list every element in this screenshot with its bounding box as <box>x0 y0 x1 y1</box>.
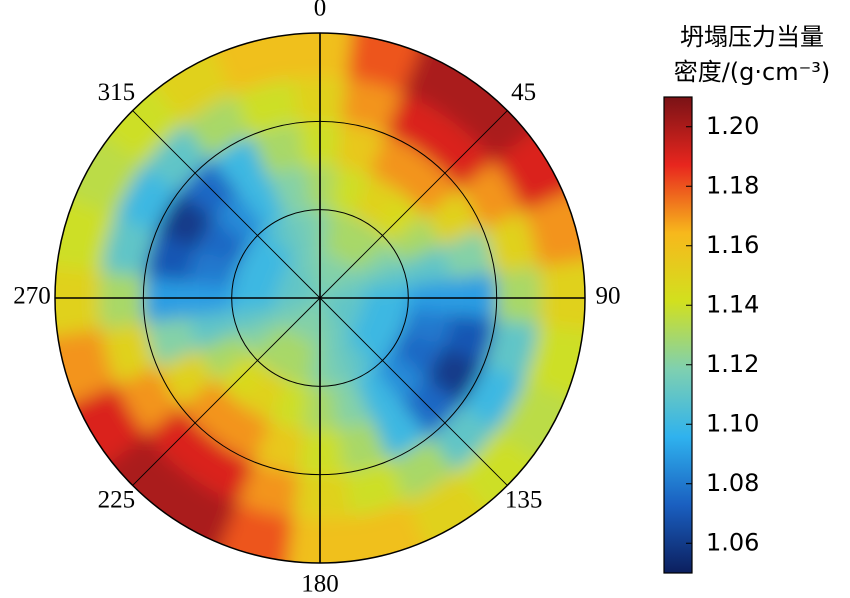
heatmap <box>55 33 585 563</box>
heat-cells <box>55 33 585 563</box>
heat-cell <box>206 33 294 95</box>
heat-cell <box>238 314 286 353</box>
heat-cell <box>360 263 408 293</box>
heat-cell <box>188 246 239 288</box>
heat-cell <box>459 161 525 233</box>
heat-cell <box>268 379 310 430</box>
colorbar-tick-label: 1.10 <box>706 409 759 437</box>
colorbar-tick-label: 1.20 <box>706 112 759 140</box>
heat-cell <box>360 303 408 333</box>
heat-cell <box>330 379 372 430</box>
heat-cell <box>265 332 304 380</box>
colorbar-tick-label: 1.16 <box>706 231 759 259</box>
heat-cell <box>336 332 375 380</box>
heat-cell <box>238 243 286 282</box>
theta-tick-label: 135 <box>505 486 543 513</box>
heat-cell <box>352 175 402 229</box>
heat-cell <box>276 280 320 298</box>
heat-cell <box>346 501 434 563</box>
heat-cell <box>268 166 310 217</box>
theta-tick-label: 315 <box>98 79 136 106</box>
heat-cell <box>285 210 315 258</box>
heat-cell <box>320 298 361 326</box>
heat-cell <box>279 298 320 326</box>
heat-cell <box>197 216 251 266</box>
spoke <box>319 110 508 299</box>
heat-cell <box>401 246 452 288</box>
heat-cell <box>482 319 540 385</box>
theta-tick-label: 90 <box>596 283 621 310</box>
colorbar-title: 密度/(g·cm⁻³) <box>674 58 831 86</box>
heat-cell <box>292 298 320 339</box>
heat-cell <box>238 367 288 421</box>
heat-cell <box>188 308 239 350</box>
heat-cell <box>100 319 158 385</box>
heat-cell <box>279 270 320 298</box>
heat-cell <box>320 298 348 339</box>
heat-cell <box>320 298 364 316</box>
heat-cell <box>232 303 280 333</box>
heat-cell <box>341 78 407 136</box>
colorbar-tick-label: 1.18 <box>706 171 759 199</box>
colorbar-tick-label: 1.06 <box>706 528 759 556</box>
colorbar-scale <box>663 96 693 574</box>
colorbar-tick-label: 1.08 <box>706 469 759 497</box>
heat-cell <box>325 338 355 386</box>
heat-cell <box>401 308 452 350</box>
theta-tick-label: 180 <box>301 571 339 598</box>
heat-cell <box>232 263 280 293</box>
spoke <box>319 297 508 486</box>
spoke <box>132 110 321 299</box>
heat-cell <box>354 314 402 353</box>
heat-cell <box>302 254 320 298</box>
heat-cell <box>320 270 361 298</box>
spoke <box>132 297 321 486</box>
heat-cell <box>335 419 390 474</box>
heat-cell <box>265 216 304 264</box>
heat-cell <box>144 313 199 368</box>
heat-cell <box>55 324 117 412</box>
heat-cell <box>482 211 540 277</box>
heat-cell <box>385 437 457 503</box>
polar-grid: 0 45 90 135 180 225 270 315 <box>13 0 620 598</box>
colorbar-tick-label: 1.12 <box>706 350 759 378</box>
heat-cell <box>320 257 348 298</box>
heat-cell <box>302 298 320 342</box>
colorbar-title: 坍塌压力当量 <box>680 23 824 51</box>
heat-cell <box>250 122 305 177</box>
theta-tick-label: 270 <box>13 283 51 310</box>
heat-cell <box>320 254 338 298</box>
heat-cell <box>115 363 181 435</box>
heat-cell <box>233 460 299 518</box>
heat-cell <box>292 257 320 298</box>
heat-cell <box>233 78 299 136</box>
heat-cell <box>389 330 443 380</box>
heat-cell <box>183 93 255 159</box>
heat-cell <box>523 184 585 272</box>
heat-cell <box>441 228 496 283</box>
colorbar-tick-label: 1.14 <box>706 290 759 318</box>
theta-tick-label: 0 <box>314 0 327 22</box>
heat-cell <box>285 338 315 386</box>
heat-cell <box>325 210 355 258</box>
theta-tick-label: 225 <box>98 486 136 513</box>
heat-cell <box>330 166 372 217</box>
theta-tick-label: 45 <box>511 79 536 106</box>
heat-cell <box>354 243 402 282</box>
heat-cell <box>341 460 407 518</box>
heat-cell <box>100 211 158 277</box>
colorbar: 坍塌压力当量 密度/(g·cm⁻³) 1.06 1.08 1.10 1.12 1.14 1… <box>663 23 831 574</box>
heat-cell <box>336 216 375 264</box>
